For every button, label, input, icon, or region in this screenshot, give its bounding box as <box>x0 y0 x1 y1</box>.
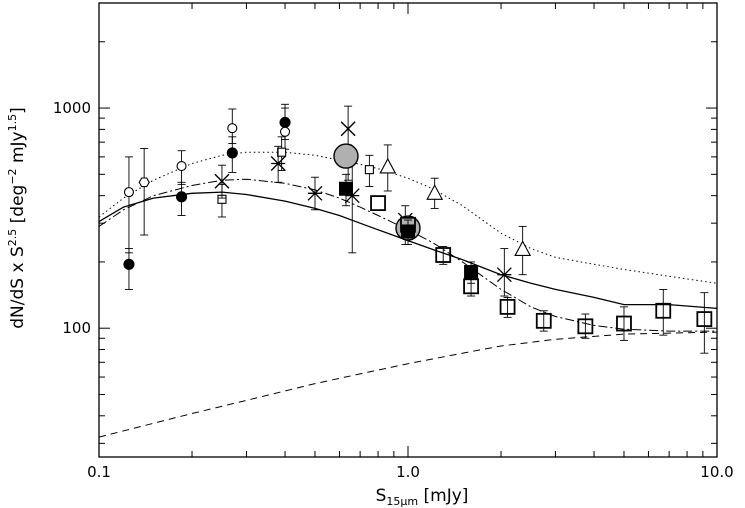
series-open-circle <box>123 103 291 254</box>
series-open-triangle <box>379 144 532 276</box>
y-axis-label-exp-2: −2 <box>6 168 19 184</box>
model-curve-dashdot <box>98 178 717 332</box>
marker-large-open-square <box>655 302 672 319</box>
marker-filled-square <box>338 181 353 196</box>
y-tick-label: 100 <box>62 319 91 337</box>
model-curve-dotted <box>98 151 718 284</box>
marker-large-open-square <box>463 278 479 295</box>
x-axis-label-base: S <box>376 486 387 506</box>
marker-small-open-square <box>277 147 287 157</box>
marker-filled-circle <box>176 191 188 203</box>
marker-large-open-square <box>535 312 552 329</box>
x-tick-label: 0.1 <box>87 463 111 481</box>
x-tick-label: 1.0 <box>396 463 420 481</box>
y-axis-label-part-c: mJy <box>8 131 28 168</box>
y-axis-label-exp-1: 2.5 <box>6 229 19 247</box>
marker-large-open-square <box>616 315 632 332</box>
series-filled-circle <box>123 107 291 290</box>
x-axis-label: S15μm [mJy] <box>376 486 469 508</box>
marker-open-circle <box>123 187 134 198</box>
y-tick-label: 1000 <box>53 99 91 117</box>
model-curve-solid <box>98 191 718 310</box>
marker-large-open-square <box>370 195 386 212</box>
marker-open-circle <box>176 161 187 172</box>
y-axis-label-part-d: ] <box>8 107 28 114</box>
x-axis-label-unit: [mJy] <box>418 486 468 506</box>
marker-open-circle <box>279 126 291 137</box>
y-axis-label: dN/dS x S2.5 [deg−2 mJy1.5] <box>6 107 28 328</box>
marker-open-hexagon <box>138 177 150 188</box>
axis-ticks <box>98 2 718 457</box>
y-axis-label-part-a: dN/dS x S <box>8 246 28 328</box>
marker-open-circle <box>227 123 238 134</box>
marker-filled-square <box>464 265 479 280</box>
marker-large-open-square <box>696 311 713 327</box>
series-large-open-square <box>370 195 713 354</box>
marker-open-triangle <box>426 184 444 200</box>
tick-labels: 0.1 1.0 10.0 100 1000 <box>53 99 734 481</box>
marker-filled-circle <box>226 147 238 159</box>
marker-asterisk <box>307 185 323 201</box>
marker-small-open-square <box>364 165 374 175</box>
model-curves <box>98 151 718 438</box>
model-curve-dashed <box>98 331 718 438</box>
x-axis-label-subscript: 15μm <box>386 495 418 508</box>
marker-asterisk <box>270 156 286 171</box>
marker-large-gray-circle <box>333 143 359 169</box>
marker-large-open-square <box>435 247 452 263</box>
marker-large-open-square <box>499 298 516 315</box>
series-open-hexagon <box>138 148 150 236</box>
marker-large-open-square <box>400 216 416 233</box>
marker-filled-circle <box>123 258 135 270</box>
marker-asterisk <box>496 267 512 283</box>
y-axis-label-exp-3: 1.5 <box>6 114 19 132</box>
marker-x-cross <box>214 173 230 189</box>
data-points <box>123 103 713 354</box>
marker-large-open-square <box>577 318 594 335</box>
marker-open-triangle <box>379 157 397 174</box>
y-axis-label-part-b: [deg <box>8 185 28 229</box>
series-filled-square <box>338 173 479 284</box>
marker-open-triangle <box>514 240 532 256</box>
x-tick-label: 10.0 <box>700 463 733 481</box>
marker-x-cross <box>340 121 356 137</box>
